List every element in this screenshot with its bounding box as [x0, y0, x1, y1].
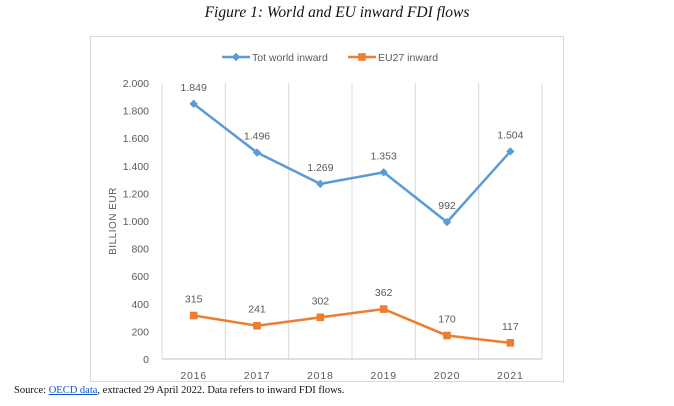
legend-label: Tot world inward — [252, 52, 328, 64]
data-label: 1.849 — [181, 82, 207, 94]
y-tick-label: 0 — [143, 354, 149, 366]
x-tick-label: 2018 — [307, 370, 334, 382]
data-point — [189, 99, 198, 109]
data-label: 315 — [185, 294, 203, 306]
data-point — [252, 148, 262, 157]
data-point — [316, 179, 325, 189]
data-label: 1.496 — [244, 131, 270, 143]
y-tick-label: 200 — [131, 326, 149, 338]
data-label: 117 — [502, 321, 519, 333]
data-point — [442, 217, 452, 227]
x-tick-label: 2020 — [434, 370, 461, 382]
y-tick-label: 1.600 — [123, 133, 149, 145]
series-line — [192, 102, 512, 224]
y-tick-label: 1.400 — [123, 161, 149, 173]
data-label: 170 — [438, 314, 456, 326]
x-tick-label: 2019 — [370, 370, 397, 382]
source-prefix: Source: — [14, 385, 49, 396]
data-label: 1.504 — [497, 129, 523, 141]
y-axis-label: BILLION EUR — [108, 187, 119, 255]
chart-frame — [90, 36, 564, 382]
data-point — [506, 147, 515, 156]
data-label: 1.269 — [307, 162, 333, 174]
y-tick-label: 1.800 — [123, 106, 149, 118]
data-label: 241 — [248, 304, 266, 316]
y-tick-label: 2.000 — [123, 78, 149, 90]
data-point — [316, 313, 325, 322]
x-tick-label: 2021 — [497, 370, 524, 382]
data-point — [379, 305, 388, 313]
data-point — [443, 331, 451, 340]
data-point — [379, 168, 388, 177]
data-label: 1.353 — [371, 150, 397, 162]
series-line — [193, 307, 511, 345]
y-tick-label: 800 — [131, 244, 149, 256]
y-tick-label: 1.000 — [123, 216, 149, 228]
data-label: 992 — [438, 200, 456, 212]
legend-marker — [358, 53, 366, 61]
oecd-data-link[interactable]: OECD data — [48, 385, 98, 396]
data-point — [253, 321, 261, 330]
y-tick-label: 1.200 — [123, 188, 149, 200]
data-label: 362 — [375, 287, 393, 299]
x-tick-label: 2016 — [180, 370, 207, 382]
y-tick-label: 400 — [131, 299, 149, 311]
x-tick-label: 2017 — [244, 370, 271, 382]
source-suffix: , extracted 29 April 2022. Data refers t… — [97, 385, 345, 396]
data-point — [189, 311, 198, 320]
y-tick-label: 600 — [131, 271, 149, 283]
figure-title: Figure 1: World and EU inward FDI flows — [204, 4, 470, 21]
legend-label: EU27 inward — [378, 52, 438, 64]
legend-marker — [231, 52, 241, 62]
data-label: 302 — [312, 295, 330, 307]
source-note: Source: OECD data, extracted 29 April 20… — [14, 385, 344, 396]
data-point — [506, 339, 515, 347]
